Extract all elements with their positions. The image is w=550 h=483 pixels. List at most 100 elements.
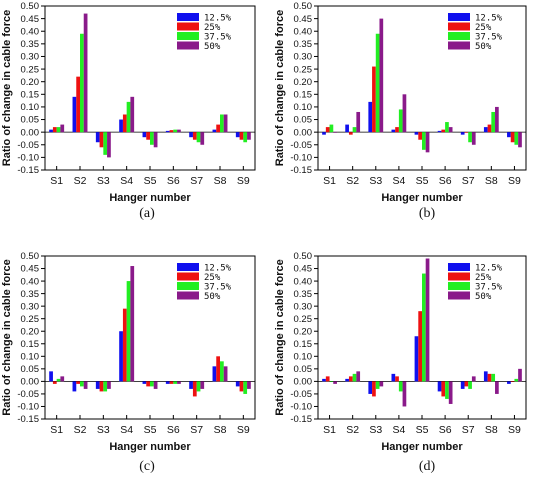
bar-12_5pct-S3 — [95, 381, 100, 389]
y-axis-label: Ratio of change in cable force — [274, 259, 286, 415]
y-tick-label: 0.35 — [21, 289, 40, 300]
bar-12_5pct-S7 — [460, 132, 465, 135]
bar-50pct-S5 — [425, 258, 430, 382]
bar-37_5pct-S4 — [398, 381, 403, 392]
y-tick-label: 0.20 — [21, 77, 40, 88]
y-tick-label: 0.50 — [294, 251, 313, 262]
bar-50pct-S1 — [60, 376, 65, 382]
x-tick-label: S5 — [144, 424, 157, 436]
x-tick-label: S9 — [237, 175, 250, 187]
panel-caption: (b) — [419, 206, 436, 221]
x-axis-label: Hanger number — [109, 441, 191, 453]
y-tick-label: 0.15 — [294, 90, 313, 101]
bar-25pct-S8 — [216, 356, 220, 382]
bar-50pct-S6 — [177, 129, 181, 133]
bar-12_5pct-S4 — [391, 129, 396, 133]
y-tick-label: -0.15 — [17, 414, 39, 425]
y-tick-label: 0.35 — [21, 39, 40, 50]
bar-37_5pct-S2 — [80, 381, 84, 387]
bar-12_5pct-S6 — [437, 130, 442, 133]
bar-37_5pct-S5 — [150, 381, 154, 387]
bar-12_5pct-S7 — [189, 132, 193, 138]
bar-37_5pct-S9 — [243, 132, 248, 143]
bar-50pct-S2 — [83, 13, 88, 133]
bar-50pct-S1 — [333, 381, 337, 384]
bar-12_5pct-S8 — [483, 371, 488, 382]
bar-12_5pct-S2 — [72, 96, 77, 133]
bar-50pct-S7 — [200, 132, 205, 145]
bar-25pct-S2 — [76, 76, 80, 133]
x-tick-label: S3 — [97, 424, 110, 436]
y-tick-label: -0.15 — [290, 414, 312, 425]
y-tick-label: 0.20 — [294, 77, 313, 88]
bar-37_5pct-S7 — [196, 381, 201, 392]
bar-37_5pct-S6 — [445, 381, 449, 399]
y-tick-label: -0.05 — [290, 140, 312, 151]
bar-37_5pct-S2 — [352, 127, 357, 133]
bar-25pct-S4 — [122, 308, 127, 382]
bar-37_5pct-S5 — [422, 273, 426, 382]
y-tick-label: 0.50 — [21, 1, 40, 12]
legend-swatch — [177, 272, 199, 281]
legend-swatch — [177, 291, 199, 300]
bar-12_5pct-S6 — [437, 381, 442, 392]
y-tick-label: 0.10 — [21, 102, 40, 113]
bar-25pct-S3 — [99, 132, 104, 148]
bar-25pct-S7 — [192, 132, 197, 140]
panel-caption: (a) — [139, 206, 155, 221]
x-tick-label: S2 — [74, 175, 87, 187]
bar-25pct-S4 — [122, 114, 127, 133]
bar-50pct-S7 — [471, 376, 476, 382]
x-tick-label: S3 — [97, 175, 110, 187]
x-axis-label: Hanger number — [381, 192, 463, 204]
bar-50pct-S7 — [471, 132, 476, 145]
legend-swatch — [177, 263, 199, 271]
y-tick-label: -0.10 — [290, 402, 312, 413]
bar-25pct-S8 — [487, 124, 492, 133]
legend-swatch — [448, 263, 470, 271]
x-tick-label: S7 — [190, 175, 203, 187]
bar-25pct-S8 — [216, 124, 220, 133]
y-tick-label: -0.15 — [17, 165, 39, 176]
bar-50pct-S3 — [107, 132, 111, 158]
bar-50pct-S7 — [200, 381, 205, 389]
x-tick-label: S3 — [369, 424, 382, 436]
bar-37_5pct-S6 — [445, 122, 449, 133]
bar-25pct-S3 — [99, 381, 104, 392]
legend-label: 50% — [475, 292, 492, 302]
y-tick-label: -0.15 — [290, 165, 312, 176]
legend-swatch — [177, 22, 199, 31]
x-tick-label: S2 — [346, 424, 359, 436]
y-tick-label: 0.10 — [21, 352, 40, 363]
bar-25pct-S5 — [418, 132, 422, 140]
y-tick-label: 0.00 — [21, 127, 40, 138]
x-tick-label: S8 — [485, 175, 498, 187]
bar-50pct-S5 — [153, 381, 158, 389]
x-axis-label: Hanger number — [109, 192, 191, 204]
bar-25pct-S3 — [372, 381, 376, 397]
legend-label: 12.5% — [475, 14, 503, 24]
bar-25pct-S5 — [146, 132, 150, 140]
bar-12_5pct-S2 — [345, 124, 349, 133]
legend-label: 37.5% — [204, 33, 232, 43]
bar-37_5pct-S1 — [329, 381, 334, 382]
bar-50pct-S5 — [425, 132, 430, 153]
x-tick-label: S9 — [508, 175, 521, 187]
bar-12_5pct-S3 — [368, 381, 373, 394]
legend-swatch — [177, 32, 199, 40]
y-tick-label: 0.00 — [294, 127, 313, 138]
y-tick-label: 0.05 — [21, 364, 40, 375]
y-tick-label: 0.50 — [21, 251, 40, 262]
bar-25pct-S4 — [395, 127, 399, 133]
y-tick-label: 0.30 — [21, 52, 40, 63]
x-tick-label: S2 — [346, 175, 359, 187]
y-tick-label: 0.45 — [294, 264, 313, 275]
bar-25pct-S2 — [348, 132, 353, 135]
bar-50pct-S3 — [107, 381, 111, 389]
y-tick-label: 0.35 — [294, 289, 313, 300]
bar-50pct-S4 — [402, 381, 407, 407]
y-tick-label: 0.30 — [294, 52, 313, 63]
legend-swatch — [448, 32, 470, 40]
legend-label: 37.5% — [475, 33, 503, 43]
bar-25pct-S5 — [418, 311, 422, 382]
